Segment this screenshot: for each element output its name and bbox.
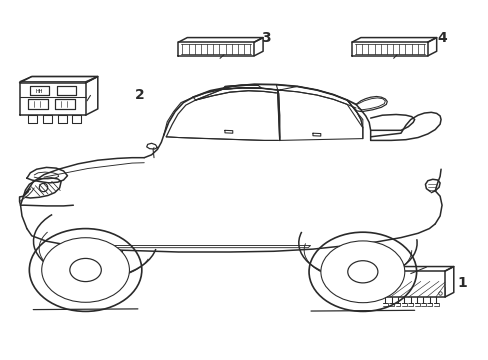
Circle shape (320, 241, 404, 303)
Text: 3: 3 (261, 31, 271, 45)
Text: HH: HH (35, 89, 43, 94)
Text: 1: 1 (456, 276, 466, 289)
Text: 2: 2 (134, 89, 144, 102)
Text: 4: 4 (437, 31, 447, 45)
Circle shape (41, 238, 129, 302)
